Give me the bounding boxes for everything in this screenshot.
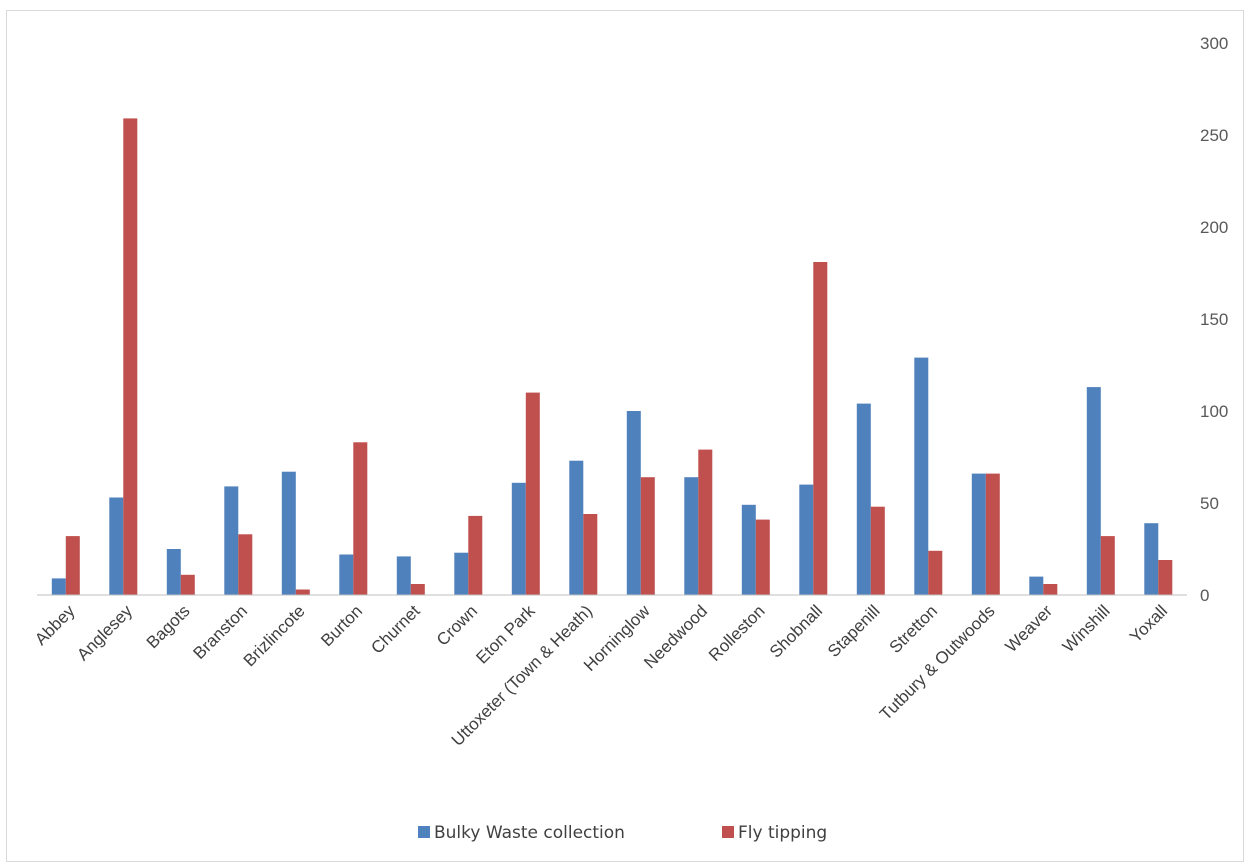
bar-bulky-waste-4 <box>281 471 296 595</box>
y-tick-label: 0 <box>1200 586 1209 605</box>
chart-frame <box>6 10 1244 862</box>
bar-fly-tipping-3 <box>238 534 253 595</box>
bar-fly-tipping-7 <box>468 515 483 595</box>
bar-bulky-waste-9 <box>569 460 584 595</box>
bar-bulky-waste-0 <box>51 578 66 595</box>
bar-fly-tipping-9 <box>583 514 598 595</box>
bar-bulky-waste-3 <box>224 486 239 595</box>
y-tick-label: 250 <box>1200 126 1228 145</box>
x-category-label: Churnet <box>367 601 423 657</box>
bar-fly-tipping-16 <box>985 473 1000 595</box>
legend-label-fly-tipping: Fly tipping <box>738 823 827 843</box>
bar-fly-tipping-8 <box>525 392 540 595</box>
bar-bulky-waste-2 <box>166 549 181 595</box>
legend-label-bulky-waste: Bulky Waste collection <box>434 823 625 843</box>
bar-bulky-waste-16 <box>971 473 986 595</box>
x-category-label: Crown <box>433 601 481 649</box>
x-category-label: Stretton <box>886 601 942 657</box>
bar-bulky-waste-1 <box>109 497 124 595</box>
bar-bulky-waste-18 <box>1086 387 1101 595</box>
x-category-label: Yoxall <box>1126 601 1171 646</box>
bar-bulky-waste-19 <box>1144 523 1159 595</box>
x-category-label: Stapenill <box>824 601 884 661</box>
x-category-label: Rolleston <box>705 601 769 665</box>
x-category-label: Tutbury & Outwoods <box>876 601 999 724</box>
bar-fly-tipping-14 <box>870 506 885 595</box>
x-category-label: Shobnall <box>766 601 826 661</box>
bar-bulky-waste-15 <box>914 357 929 595</box>
bars-layer <box>51 118 1173 596</box>
bar-fly-tipping-0 <box>65 536 80 595</box>
bar-bulky-waste-10 <box>626 411 641 595</box>
x-category-label: Weaver <box>1001 601 1056 656</box>
y-tick-label: 200 <box>1200 218 1228 237</box>
bar-bulky-waste-11 <box>684 477 699 595</box>
bar-bulky-waste-13 <box>799 484 814 595</box>
bar-fly-tipping-12 <box>755 519 770 595</box>
bar-fly-tipping-15 <box>928 550 943 595</box>
y-tick-label: 50 <box>1200 494 1219 513</box>
legend: Bulky Waste collection Fly tipping <box>418 823 827 843</box>
x-category-label: Abbey <box>31 601 79 649</box>
bar-fly-tipping-17 <box>1043 584 1058 595</box>
bar-bulky-waste-8 <box>511 482 526 595</box>
bar-bulky-waste-7 <box>454 552 469 595</box>
bar-bulky-waste-5 <box>339 554 354 595</box>
x-category-label: Burton <box>317 601 366 650</box>
legend-swatch-bulky-waste <box>418 826 430 838</box>
bar-fly-tipping-18 <box>1100 536 1115 595</box>
y-tick-label: 150 <box>1200 310 1228 329</box>
bar-fly-tipping-2 <box>180 574 195 595</box>
bar-fly-tipping-13 <box>813 262 828 595</box>
bar-fly-tipping-4 <box>295 589 310 595</box>
y-axis-ticks: 0 50 100 150 200 250 300 <box>1200 34 1228 605</box>
legend-swatch-fly-tipping <box>722 826 734 838</box>
x-category-label: Bagots <box>143 601 194 652</box>
bar-bulky-waste-14 <box>856 403 871 595</box>
bar-bulky-waste-6 <box>396 556 411 595</box>
y-tick-label: 300 <box>1200 34 1228 53</box>
y-tick-label: 100 <box>1200 402 1228 421</box>
bar-bulky-waste-12 <box>741 504 756 595</box>
x-category-label: Needwood <box>640 601 711 672</box>
bar-fly-tipping-11 <box>698 449 713 595</box>
bar-fly-tipping-19 <box>1158 560 1173 595</box>
bar-fly-tipping-1 <box>123 118 138 596</box>
bar-fly-tipping-5 <box>353 442 368 595</box>
bar-fly-tipping-10 <box>640 477 655 595</box>
x-category-label: Winshill <box>1059 601 1114 656</box>
bar-fly-tipping-6 <box>410 584 425 595</box>
x-category-label: Anglesey <box>73 601 136 664</box>
bar-bulky-waste-17 <box>1029 576 1044 595</box>
x-category-label: Brizlincote <box>240 601 309 670</box>
